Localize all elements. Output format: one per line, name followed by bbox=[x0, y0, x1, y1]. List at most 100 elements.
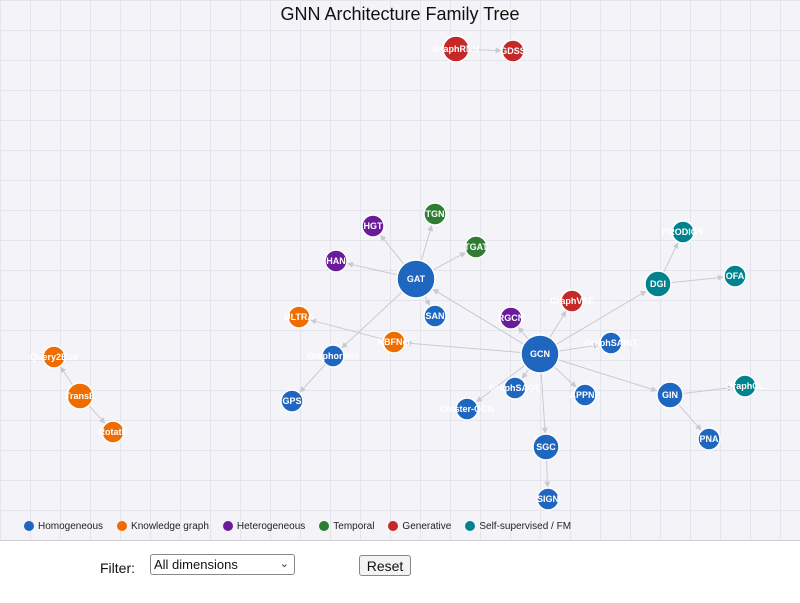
edge-gcn-to-clustergcn bbox=[476, 365, 526, 403]
node-gps[interactable]: GPS bbox=[280, 389, 304, 413]
node-circle[interactable] bbox=[733, 374, 757, 398]
node-hgt[interactable]: HGT bbox=[361, 214, 385, 238]
node-circle[interactable] bbox=[573, 383, 597, 407]
node-circle[interactable] bbox=[66, 382, 94, 410]
node-query2box[interactable]: Query2Box bbox=[30, 345, 78, 369]
node-circle[interactable] bbox=[361, 214, 385, 238]
node-label: GraphSAINT bbox=[584, 338, 638, 348]
node-label: RotatE bbox=[99, 427, 128, 437]
node-dgi[interactable]: DGI bbox=[644, 270, 672, 298]
node-gcn[interactable]: GCN bbox=[520, 334, 560, 374]
node-circle[interactable] bbox=[532, 433, 560, 461]
node-clustergcn[interactable]: Cluster-GCN bbox=[440, 397, 494, 421]
node-circle[interactable] bbox=[101, 420, 125, 444]
node-circle[interactable] bbox=[503, 376, 527, 400]
node-gin[interactable]: GIN bbox=[656, 381, 684, 409]
node-circle[interactable] bbox=[671, 220, 695, 244]
edge-gat-to-san bbox=[424, 295, 430, 306]
node-tgn[interactable]: TGN bbox=[423, 202, 447, 226]
node-rgcn[interactable]: RGCN bbox=[498, 306, 525, 330]
node-circle[interactable] bbox=[42, 345, 66, 369]
node-label: TGN bbox=[426, 209, 445, 219]
legend-swatch bbox=[388, 521, 399, 531]
node-label: DGI bbox=[650, 279, 666, 289]
edge-transe-to-rotate bbox=[88, 405, 106, 424]
legend-swatch bbox=[222, 521, 233, 531]
node-circle[interactable] bbox=[442, 35, 470, 63]
node-circle[interactable] bbox=[324, 249, 348, 273]
node-graphsage[interactable]: GraphSAGE bbox=[489, 376, 541, 400]
chevron-down-icon: ⌄ bbox=[279, 558, 289, 570]
edge-gcn-to-nbfnet bbox=[405, 340, 522, 353]
node-graphrnn[interactable]: GraphRNN bbox=[433, 35, 479, 63]
filter-select[interactable]: All dimensions ⌄ bbox=[150, 554, 295, 575]
node-ofa[interactable]: OFA bbox=[723, 264, 747, 288]
node-tgat[interactable]: TGAT bbox=[464, 235, 488, 259]
node-circle[interactable] bbox=[723, 264, 747, 288]
node-label: NBFNet bbox=[378, 337, 411, 347]
node-label: Query2Box bbox=[30, 352, 78, 362]
node-layer: GCN GAT SAN HGT TGN TGAT HAN ULTRA NBFNet Graphor… bbox=[30, 35, 765, 511]
node-circle[interactable] bbox=[560, 289, 584, 313]
control-bar: Filter: All dimensions ⌄ Reset bbox=[0, 540, 800, 603]
edge-gcn-to-rgcn bbox=[518, 326, 529, 340]
legend-item: Homogeneous bbox=[24, 521, 103, 532]
edge-gat-to-han bbox=[347, 261, 398, 276]
node-circle[interactable] bbox=[644, 270, 672, 298]
node-circle[interactable] bbox=[423, 304, 447, 328]
edge-gat-to-graphormer bbox=[341, 291, 403, 349]
node-circle[interactable] bbox=[599, 331, 623, 355]
node-rotate[interactable]: RotatE bbox=[99, 420, 128, 444]
node-circle[interactable] bbox=[287, 305, 311, 329]
node-label: HAN bbox=[326, 256, 346, 266]
reset-button[interactable]: Reset bbox=[359, 555, 411, 576]
node-circle[interactable] bbox=[501, 39, 525, 63]
edge-gcn-to-gat bbox=[432, 288, 525, 345]
legend-label: Heterogeneous bbox=[236, 520, 306, 532]
node-label: SGC bbox=[536, 442, 556, 452]
node-circle[interactable] bbox=[321, 344, 345, 368]
node-san[interactable]: SAN bbox=[423, 304, 447, 328]
graph-canvas[interactable]: GCN GAT SAN HGT TGN TGAT HAN ULTRA NBFNet Graphor… bbox=[0, 0, 800, 540]
node-graphsaint[interactable]: GraphSAINT bbox=[584, 331, 638, 355]
legend-label: Temporal bbox=[333, 520, 375, 532]
graph-title: GNN Architecture Family Tree bbox=[280, 4, 520, 24]
node-nbfnet[interactable]: NBFNet bbox=[378, 330, 411, 354]
node-circle[interactable] bbox=[656, 381, 684, 409]
edge-nbfnet-to-ultra bbox=[310, 318, 384, 340]
edge-gcn-to-graphsaint bbox=[558, 342, 600, 352]
node-label: HGT bbox=[364, 221, 384, 231]
node-graphvae[interactable]: GraphVAE bbox=[550, 289, 594, 313]
node-sign[interactable]: SIGN bbox=[536, 487, 560, 511]
node-circle[interactable] bbox=[499, 306, 523, 330]
edge-gcn-to-sgc bbox=[540, 372, 548, 434]
edge-gat-to-hgt bbox=[380, 234, 405, 265]
node-transe[interactable]: TransE bbox=[65, 382, 95, 410]
node-circle[interactable] bbox=[455, 397, 479, 421]
node-circle[interactable] bbox=[423, 202, 447, 226]
legend-swatch bbox=[465, 521, 476, 531]
node-label: GPS bbox=[282, 396, 301, 406]
node-gat[interactable]: GAT bbox=[396, 259, 436, 299]
node-prodigy[interactable]: PRODIGY bbox=[662, 220, 704, 244]
node-pna[interactable]: PNA bbox=[697, 427, 721, 451]
node-circle[interactable] bbox=[464, 235, 488, 259]
node-gdss[interactable]: GDSS bbox=[500, 39, 526, 63]
node-circle[interactable] bbox=[520, 334, 560, 374]
edge-gcn-to-graphvae bbox=[549, 310, 567, 338]
node-ultra[interactable]: ULTRA bbox=[284, 305, 314, 329]
node-han[interactable]: HAN bbox=[324, 249, 348, 273]
graph-panel[interactable]: GNN Architecture Family Tree GCN GAT SAN HG… bbox=[0, 0, 800, 540]
legend-item: Generative bbox=[388, 521, 451, 532]
node-circle[interactable] bbox=[280, 389, 304, 413]
node-sgc[interactable]: SGC bbox=[532, 433, 560, 461]
node-circle[interactable] bbox=[536, 487, 560, 511]
edge-dgi-to-prodigy bbox=[663, 242, 679, 273]
edge-sgc-to-sign bbox=[544, 459, 551, 488]
node-graphormer[interactable]: Graphormer bbox=[307, 344, 360, 368]
node-circle[interactable] bbox=[697, 427, 721, 451]
node-circle[interactable] bbox=[396, 259, 436, 299]
node-circle[interactable] bbox=[382, 330, 406, 354]
node-graphcl[interactable]: GraphCL bbox=[726, 374, 765, 398]
node-appnp[interactable]: APPNP bbox=[569, 383, 601, 407]
